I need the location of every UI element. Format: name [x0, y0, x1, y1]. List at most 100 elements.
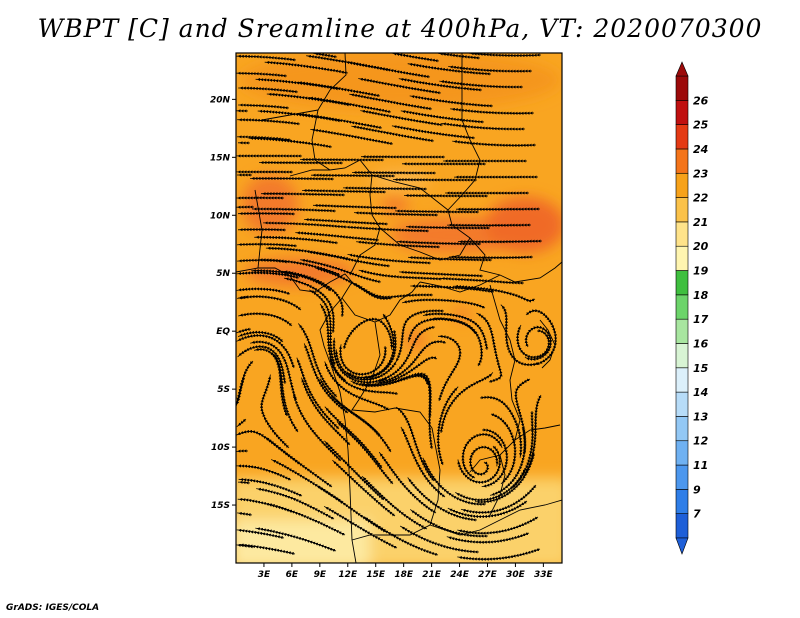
streamline: [448, 255, 534, 260]
chart-title: WBPT [C] and Sreamline at 400hPa, VT: 20…: [37, 14, 763, 43]
streamline: [391, 53, 440, 63]
colorbar-label: 17: [693, 313, 709, 326]
colorbar-label: 25: [693, 119, 709, 132]
streamline: [408, 255, 492, 262]
streamline: [440, 276, 524, 285]
streamline: [311, 173, 395, 178]
streamline: [402, 298, 486, 309]
colorbar-box: [675, 464, 689, 490]
colorbar-label: 20: [693, 240, 709, 253]
country-borders: [236, 53, 562, 563]
colorbar-box: [675, 221, 689, 247]
colorbar-label: 24: [693, 143, 708, 156]
lat-tick-label: 10N: [210, 211, 231, 221]
streamline: [345, 225, 430, 233]
wbpt-hot-spot-1: [381, 197, 409, 213]
streamline: [343, 186, 427, 191]
colorbar-box: [675, 416, 689, 442]
colorbar-label: 12: [693, 435, 709, 448]
colorbar-box: [675, 513, 689, 539]
streamline: [236, 418, 247, 428]
lat-tick-label: 5N: [216, 269, 230, 279]
colorbar-box: [675, 172, 689, 198]
streamline: [255, 527, 337, 552]
streamline: [353, 211, 438, 217]
streamline: [301, 188, 386, 194]
streamline: [391, 125, 476, 140]
colorbar-box: [675, 270, 689, 296]
colorbar-label: 15: [693, 362, 709, 375]
colorbar-label: 9: [693, 483, 701, 496]
lat-tick-label: 20N: [210, 95, 231, 105]
colorbar: 7 9 11 12 13 14 15 16 17 18 19 20 21 22 23 24 25 26: [675, 61, 709, 555]
streamline: [452, 140, 537, 148]
streamline: [438, 53, 481, 60]
wbpt-hot-west: [242, 175, 298, 235]
lat-tick-label: 10S: [211, 443, 230, 453]
streamline: [236, 54, 297, 62]
colorbar-box: [675, 148, 689, 174]
lon-tick-label: 18E: [394, 570, 414, 580]
colorbar-label: 13: [693, 410, 709, 423]
streamline: [250, 176, 334, 181]
colorbar-box: [675, 100, 689, 125]
latitude-axis: 20N 15N 10N 5N EQ 5S 10S 15S: [210, 95, 236, 511]
streamline: [398, 77, 483, 92]
streamline: [295, 231, 380, 242]
streamline: [347, 253, 432, 265]
streamline: [453, 284, 536, 303]
colorbar-bottom-arrow: [675, 537, 689, 555]
streamline: [304, 218, 389, 226]
colorbar-label: 18: [693, 289, 709, 302]
streamline: [394, 209, 479, 214]
streamline: [405, 225, 490, 230]
wbpt-hot-spot-2: [405, 332, 425, 348]
lon-tick-label: 24E: [450, 570, 470, 580]
streamline: [263, 221, 348, 229]
streamline: [409, 95, 494, 108]
map-frame: [235, 52, 563, 564]
lon-tick-label: 6E: [286, 570, 299, 580]
streamline: [312, 203, 398, 210]
streamline: [356, 240, 441, 249]
colorbar-top-arrow: [675, 61, 689, 77]
streamline: [352, 282, 434, 299]
colorbar-box: [675, 294, 689, 320]
lon-tick-label: 30E: [506, 570, 526, 580]
colorbar-box: [675, 367, 689, 393]
colorbar-label: 26: [693, 94, 709, 107]
lat-tick-label: EQ: [216, 327, 230, 337]
colorbar-box: [675, 343, 689, 369]
colorbar-box: [675, 124, 689, 150]
streamline: [458, 239, 543, 244]
streamline: [351, 170, 436, 175]
streamline: [400, 110, 485, 124]
streamline: [342, 317, 394, 350]
colorbar-box: [675, 75, 689, 101]
lon-tick-label: 3E: [258, 570, 271, 580]
streamline: [252, 207, 337, 213]
lat-tick-label: 5S: [217, 385, 230, 395]
streamline: [457, 547, 541, 561]
lat-tick-label: 15N: [210, 153, 231, 163]
colorbar-label: 22: [693, 192, 709, 205]
colorbar-box: [675, 245, 689, 271]
lon-tick-label: 27E: [478, 570, 498, 580]
streamline: [439, 80, 523, 89]
colorbar-box: [675, 391, 689, 417]
grads-credit: GrADS: IGES/COLA: [6, 603, 100, 613]
streamline: [237, 211, 296, 216]
streamline: [407, 62, 492, 76]
streamline: [236, 327, 252, 334]
streamline: [399, 270, 484, 278]
streamline: [476, 312, 503, 384]
streamlines: [236, 53, 558, 561]
colorbar-label: 14: [693, 386, 708, 399]
colorbar-label: 16: [693, 337, 709, 350]
colorbar-label: 7: [693, 508, 701, 521]
colorbar-label: 23: [693, 167, 709, 180]
colorbar-label: 11: [693, 459, 708, 472]
streamline: [236, 71, 288, 78]
colorbar-label: 21: [693, 216, 708, 229]
streamline: [238, 312, 293, 327]
